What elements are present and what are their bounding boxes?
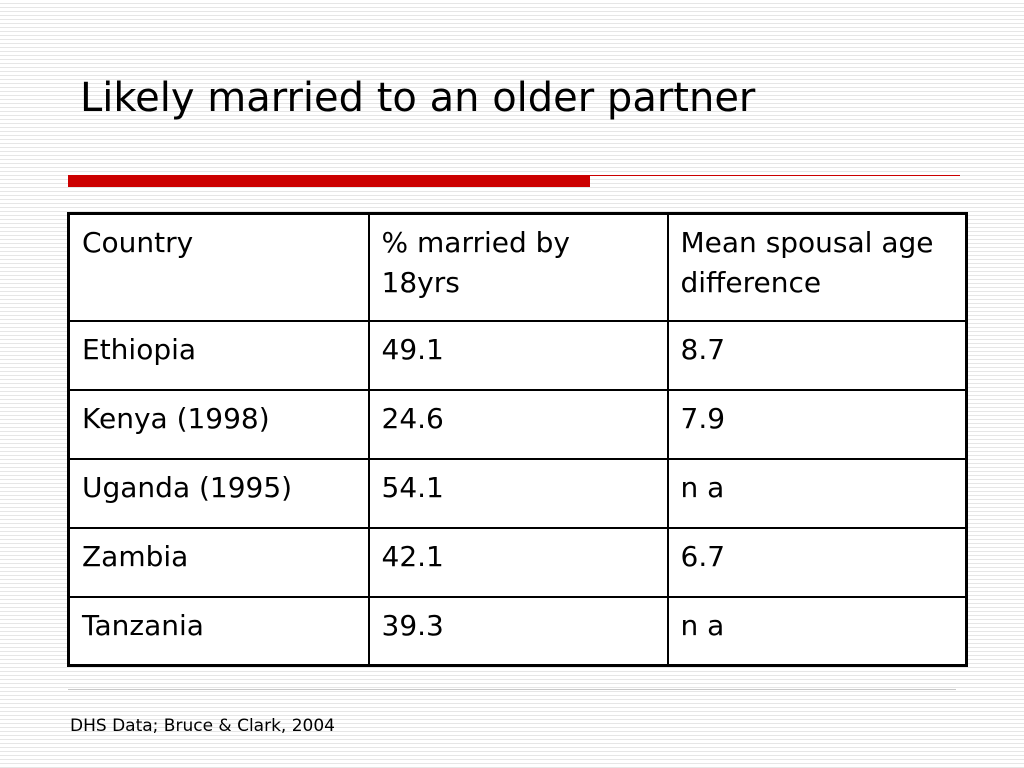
cell-married-by-18: 24.6	[367, 388, 669, 460]
cell-married-by-18: 39.3	[367, 595, 669, 667]
source-citation: DHS Data; Bruce & Clark, 2004	[70, 716, 336, 736]
cell-married-by-18: 49.1	[367, 319, 669, 391]
table-row: Tanzania 39.3 n a	[67, 595, 968, 667]
title-underline-accent	[68, 175, 590, 187]
table-header-row: Country % married by 18yrs Mean spousal …	[67, 212, 968, 322]
table-row: Uganda (1995) 54.1 n a	[67, 457, 968, 529]
table-row: Kenya (1998) 24.6 7.9	[67, 388, 968, 460]
cell-spousal-age-diff: n a	[666, 457, 968, 529]
data-table: Country % married by 18yrs Mean spousal …	[67, 212, 968, 667]
cell-country: Tanzania	[67, 595, 370, 667]
cell-married-by-18: 42.1	[367, 526, 669, 598]
header-country: Country	[67, 212, 370, 322]
cell-married-by-18: 54.1	[367, 457, 669, 529]
table-row: Ethiopia 49.1 8.7	[67, 319, 968, 391]
cell-country: Zambia	[67, 526, 370, 598]
cell-spousal-age-diff: 8.7	[666, 319, 968, 391]
cell-spousal-age-diff: 6.7	[666, 526, 968, 598]
table-row: Zambia 42.1 6.7	[67, 526, 968, 598]
cell-country: Ethiopia	[67, 319, 370, 391]
title-underline-thin	[590, 175, 960, 176]
footer-divider	[68, 689, 956, 690]
cell-country: Kenya (1998)	[67, 388, 370, 460]
header-spousal-age-diff: Mean spousal age difference	[666, 212, 968, 322]
cell-spousal-age-diff: 7.9	[666, 388, 968, 460]
header-married-by-18: % married by 18yrs	[367, 212, 669, 322]
slide-title: Likely married to an older partner	[80, 75, 756, 121]
cell-spousal-age-diff: n a	[666, 595, 968, 667]
cell-country: Uganda (1995)	[67, 457, 370, 529]
